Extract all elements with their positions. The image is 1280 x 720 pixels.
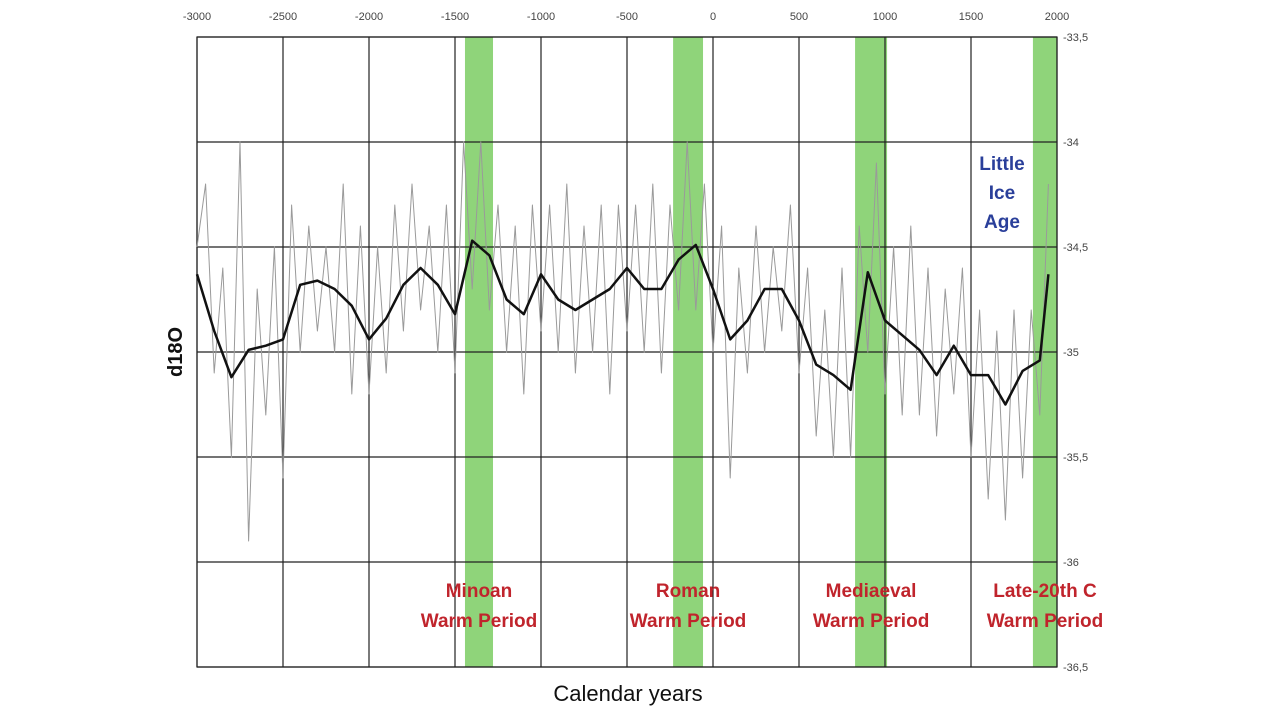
band-label: Warm Period bbox=[421, 611, 538, 632]
x-tick-label: -1500 bbox=[441, 11, 469, 23]
y-tick-label: -34,5 bbox=[1063, 242, 1088, 254]
y-tick-label: -33,5 bbox=[1063, 32, 1088, 44]
band-label: Warm Period bbox=[987, 611, 1104, 632]
data-line bbox=[195, 239, 1050, 406]
band-label: Late-20th C bbox=[993, 581, 1097, 602]
annotation: Ice bbox=[989, 183, 1015, 204]
band-label: Roman bbox=[656, 581, 720, 602]
x-tick-label: 2000 bbox=[1045, 11, 1069, 23]
plot-frame bbox=[196, 36, 1058, 668]
x-tick-label: -500 bbox=[616, 11, 638, 23]
x-tick-label: -2500 bbox=[269, 11, 297, 23]
x-tick-label: 500 bbox=[790, 11, 808, 23]
x-tick-label: -2000 bbox=[355, 11, 383, 23]
x-tick-label: -1000 bbox=[527, 11, 555, 23]
annotation: Little bbox=[979, 154, 1024, 175]
x-axis-label: Calendar years bbox=[553, 681, 702, 706]
y-axis-label: d18O bbox=[165, 327, 187, 377]
y-tick-label: -34 bbox=[1063, 137, 1079, 149]
data-line bbox=[196, 141, 1049, 542]
y-tick-label: -36,5 bbox=[1063, 662, 1088, 674]
x-tick-label: -3000 bbox=[183, 11, 211, 23]
band-label: Warm Period bbox=[813, 611, 930, 632]
y-tick-label: -35,5 bbox=[1063, 452, 1088, 464]
band-label: Mediaeval bbox=[826, 581, 917, 602]
band-label: Minoan bbox=[446, 581, 513, 602]
band-label: Warm Period bbox=[630, 611, 747, 632]
y-tick-label: -36 bbox=[1063, 557, 1079, 569]
y-tick-label: -35 bbox=[1063, 347, 1079, 359]
x-tick-label: 1500 bbox=[959, 11, 983, 23]
x-tick-label: 1000 bbox=[873, 11, 897, 23]
annotation: Age bbox=[984, 212, 1020, 233]
x-tick-label: 0 bbox=[710, 11, 716, 23]
